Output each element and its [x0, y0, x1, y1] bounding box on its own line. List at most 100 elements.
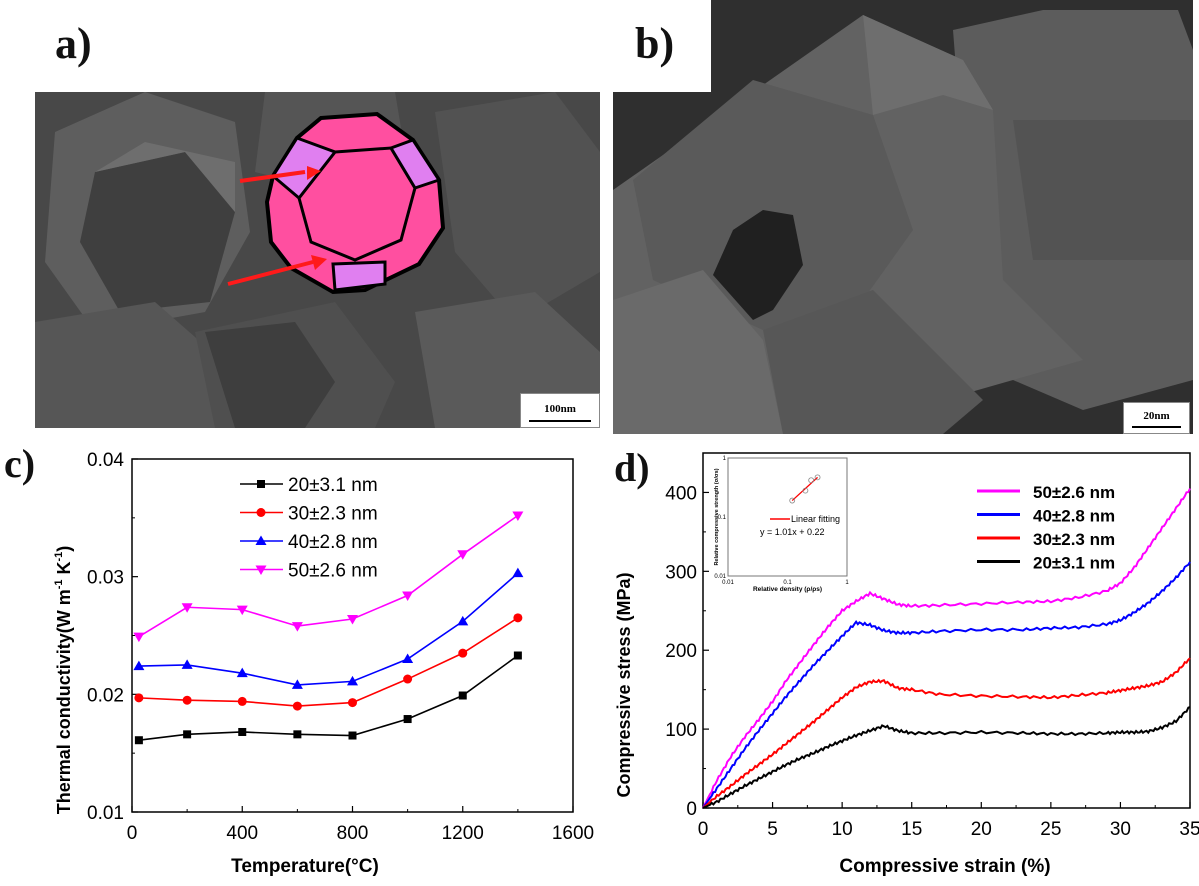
inset-y-axis-title: Relative compressive strength (σ/σs): [714, 468, 720, 565]
legend-label: 20±3.1 nm: [288, 475, 378, 496]
legend-marker: [255, 565, 267, 575]
legend-label: 30±2.3 nm: [288, 504, 378, 525]
series-line-1: [702, 561, 1191, 809]
panel-label-a: a): [35, 0, 117, 92]
x-tick-label: 1600: [552, 823, 594, 844]
data-point: [292, 701, 302, 711]
data-point: [181, 659, 193, 669]
chart-compressive-stress: Compressive strain (%) Compressive stres…: [614, 452, 1199, 877]
data-point: [133, 660, 145, 671]
data-point: [403, 715, 412, 724]
legend-marker: [257, 480, 265, 488]
data-point: [236, 667, 248, 678]
x-axis-title: Temperature(°C): [231, 856, 379, 877]
sem-image-a: [35, 92, 600, 428]
legend-label: 30±2.3 nm: [1033, 530, 1115, 549]
inset-y-tick-label: 1: [723, 456, 727, 462]
legend-marker: [256, 508, 266, 517]
scale-bar-b-label: 20nm: [1143, 410, 1170, 422]
series-line-2: [702, 657, 1191, 809]
y-tick-label: 200: [665, 641, 697, 662]
legend-label: 50±2.6 nm: [1033, 483, 1115, 502]
legend-label: 50±2.6 nm: [288, 561, 378, 582]
legend-marker: [255, 535, 267, 545]
data-point: [348, 731, 357, 740]
y-tick-label: 100: [665, 720, 697, 741]
data-point: [182, 695, 192, 705]
data-point: [183, 730, 192, 739]
series-line-1: [138, 617, 519, 707]
panel-d: d) Compressive strain (%) Compressive st…: [600, 440, 1199, 886]
series-line-3: [702, 706, 1191, 809]
x-tick-label: 400: [226, 823, 258, 844]
data-point: [402, 591, 414, 601]
y-axis-title-sup2: -1: [53, 552, 65, 562]
y-tick-label: 0.03: [87, 568, 124, 589]
y-tick-label: 400: [665, 483, 697, 504]
legend-label: 40±2.8 nm: [1033, 507, 1115, 526]
y-axis-title: Compressive stress (MPa): [614, 572, 634, 797]
y-axis-title-end: ): [54, 546, 74, 552]
y-axis-title-main: Thermal conductivity(W m: [54, 589, 74, 814]
data-point: [291, 679, 303, 689]
inset-x-tick-label: 0.1: [783, 580, 792, 586]
x-tick-label: 5: [767, 819, 778, 840]
inset-y-tick-label: 0.1: [718, 515, 727, 521]
panel-label-b: b): [613, 0, 711, 92]
y-axis-title-sup1: -1: [53, 579, 65, 589]
x-tick-label: 25: [1040, 819, 1061, 840]
data-point: [402, 653, 414, 664]
inset-frame: [727, 457, 848, 577]
x-tick-label: 10: [832, 819, 853, 840]
scale-bar-a: 100nm: [520, 393, 600, 428]
data-point: [403, 674, 413, 684]
data-point: [293, 730, 302, 739]
data-point: [347, 675, 358, 686]
data-point: [457, 550, 469, 560]
data-point: [291, 622, 303, 632]
x-tick-label: 0: [698, 819, 709, 840]
x-tick-label: 1200: [442, 823, 484, 844]
data-point: [133, 632, 145, 643]
scale-bar-a-label: 100nm: [544, 403, 576, 415]
data-point: [134, 736, 143, 745]
scale-bar-b: 20nm: [1123, 402, 1190, 434]
scale-bar-a-line: [529, 420, 591, 422]
sem-image-b-graphic: [613, 0, 1193, 434]
panel-a: a) 100nm: [0, 0, 600, 440]
data-point: [458, 691, 467, 700]
inset-data-point: [802, 487, 809, 494]
data-point: [348, 698, 357, 708]
inset-x-axis-title: Relative density (ρ/ρs): [753, 586, 822, 593]
data-point: [512, 567, 524, 578]
series-line-0: [702, 488, 1191, 809]
x-tick-label: 35: [1179, 819, 1199, 840]
y-axis-title: Thermal conductivity(W m-1 K-1): [53, 546, 74, 815]
y-tick-label: 0: [686, 799, 697, 820]
inset-data-point: [789, 497, 796, 504]
panel-b: b) 20nm: [600, 0, 1199, 440]
legend-label: 40±2.8 nm: [288, 532, 378, 553]
x-tick-label: 800: [337, 823, 369, 844]
inset-fit-equation: y = 1.01x + 0.22: [760, 527, 825, 537]
series-line-0: [138, 654, 519, 742]
data-point: [512, 511, 524, 521]
x-tick-label: 30: [1110, 819, 1131, 840]
y-tick-label: 0.02: [87, 685, 124, 706]
inset-x-tick-label: 1: [845, 580, 849, 586]
data-point: [181, 603, 193, 613]
y-tick-label: 300: [665, 562, 697, 583]
crystal-diagram: [227, 111, 446, 295]
series-line-3: [138, 514, 519, 638]
data-point: [513, 613, 523, 623]
data-point: [458, 648, 468, 658]
x-tick-label: 15: [901, 819, 922, 840]
inset-y-tick-label: 0.01: [714, 574, 726, 580]
series-line-2: [138, 572, 519, 686]
scale-bar-b-line: [1132, 426, 1181, 428]
inset-x-tick-label: 0.01: [722, 580, 734, 586]
y-axis-title-mid: K: [54, 561, 74, 579]
inset-legend-label: Linear fitting: [791, 514, 840, 524]
x-tick-label: 0: [127, 823, 138, 844]
panel-label-d: d): [614, 445, 650, 490]
